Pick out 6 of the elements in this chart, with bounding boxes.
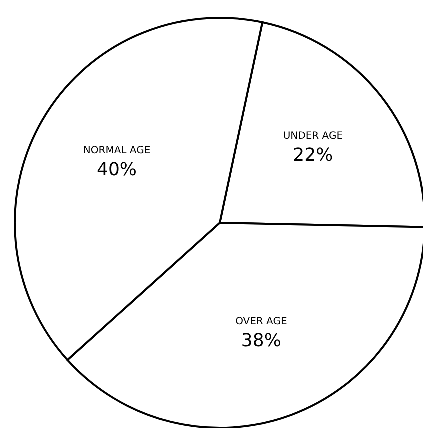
data-label: 22% — [293, 145, 334, 166]
slice-label: OVER AGE — [236, 316, 288, 328]
slice-label: NORMAL AGE — [83, 146, 151, 157]
data-label: 38% — [241, 330, 282, 352]
slice-label: UNDER AGE — [283, 131, 344, 142]
data-label: 40% — [97, 160, 138, 181]
